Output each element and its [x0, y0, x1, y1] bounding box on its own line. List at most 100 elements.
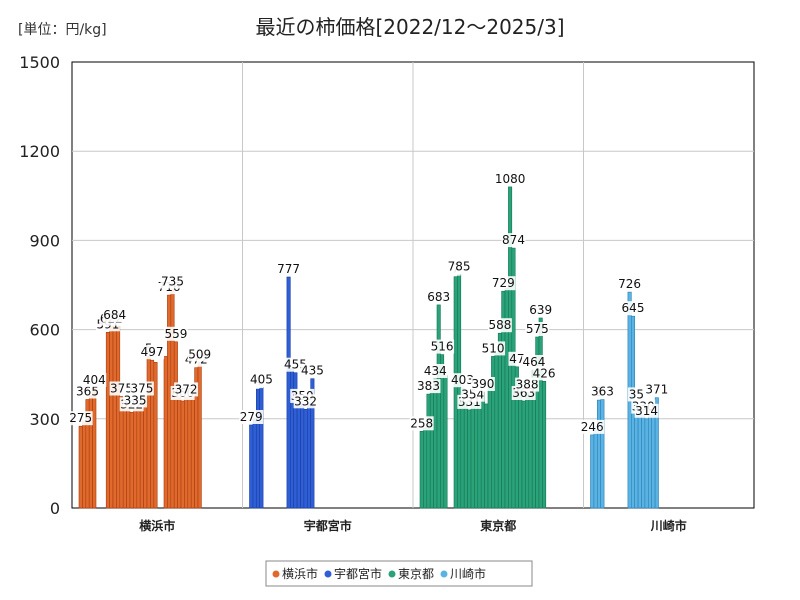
- data-label-bg: [426, 289, 451, 304]
- bar: [477, 394, 482, 509]
- bar: [109, 326, 114, 509]
- bar: [528, 394, 533, 509]
- data-label: 246: [581, 420, 604, 434]
- bar: [187, 397, 192, 509]
- data-label: 371: [645, 383, 668, 397]
- data-label: 363: [591, 385, 614, 399]
- data-label: 559: [164, 327, 187, 341]
- bar: [423, 427, 428, 509]
- data-label-bg: [621, 301, 645, 316]
- bar: [180, 400, 185, 509]
- data-label: 785: [448, 260, 471, 274]
- bar: [122, 404, 127, 509]
- legend-label: 宇都宮市: [334, 566, 382, 581]
- data-label: 729: [492, 276, 515, 290]
- data-label-bg: [109, 381, 134, 396]
- data-label-bg: [491, 276, 516, 291]
- bar: [163, 356, 168, 509]
- bar: [593, 428, 598, 509]
- bar: [419, 430, 424, 509]
- data-label: 510: [482, 341, 505, 355]
- bar: [310, 378, 315, 509]
- bar: [538, 317, 543, 509]
- data-label-bg: [430, 339, 455, 354]
- data-label-bg: [163, 326, 188, 341]
- legend-swatch: [324, 570, 332, 578]
- data-label: 405: [250, 373, 273, 387]
- data-label-bg: [300, 363, 325, 378]
- bar: [300, 403, 305, 509]
- bar: [497, 332, 502, 509]
- bar: [525, 392, 530, 509]
- data-label: 35: [629, 387, 644, 401]
- data-label-bg: [447, 259, 472, 274]
- y-tick-label: 600: [29, 321, 60, 340]
- data-label: 314: [635, 404, 658, 418]
- bar: [644, 418, 649, 509]
- data-label-bg: [494, 171, 526, 186]
- bar: [92, 387, 97, 509]
- data-label-bg: [75, 384, 100, 399]
- data-label: 275: [69, 411, 92, 425]
- data-label-bg: [450, 373, 475, 388]
- data-label-bg: [409, 416, 434, 431]
- x-tick-label: 横浜市: [139, 518, 175, 533]
- data-label: 509: [188, 347, 211, 361]
- data-label: 434: [424, 364, 447, 378]
- bar: [153, 361, 158, 509]
- data-label: 335: [124, 393, 147, 407]
- legend-swatch: [440, 570, 448, 578]
- bar: [112, 322, 117, 509]
- data-label-bg: [160, 274, 185, 289]
- data-label: 47: [509, 352, 524, 366]
- legend-box: [265, 560, 533, 587]
- bar: [494, 353, 499, 509]
- bar: [255, 388, 260, 509]
- bar: [249, 424, 254, 509]
- data-label: 372: [175, 382, 198, 396]
- bar: [654, 397, 659, 509]
- data-label: 777: [277, 262, 300, 276]
- data-label: 426: [533, 366, 556, 380]
- bar: [590, 434, 595, 509]
- bar: [470, 402, 475, 509]
- bar: [542, 380, 547, 509]
- data-label: 258: [410, 416, 433, 430]
- data-label-bg: [528, 303, 553, 317]
- data-label-bg: [617, 277, 642, 292]
- data-label: 726: [618, 277, 641, 291]
- bar: [190, 394, 195, 509]
- bar: [136, 403, 141, 509]
- data-label: 464: [522, 355, 545, 369]
- data-labels: 2753654045916226843753223353755497716735…: [68, 171, 669, 434]
- data-label-bg: [276, 262, 301, 276]
- data-label: 354: [461, 388, 484, 402]
- data-label-bg: [129, 381, 154, 396]
- bar: [426, 393, 431, 509]
- bar: [252, 418, 257, 509]
- bar: [296, 403, 301, 509]
- data-label: 645: [622, 301, 645, 315]
- bar: [487, 382, 492, 509]
- data-label: 874: [502, 233, 525, 247]
- bar: [129, 411, 134, 509]
- bar: [126, 405, 131, 509]
- unit-label: [単位：円/kg]: [18, 22, 107, 38]
- bar: [596, 399, 601, 509]
- data-label-bg: [515, 377, 540, 392]
- legend-label: 東京都: [398, 567, 434, 581]
- y-tick-label: 1500: [19, 53, 60, 72]
- bar: [433, 378, 438, 509]
- data-label-bg: [627, 387, 645, 402]
- legend-label: 横浜市: [282, 566, 318, 581]
- data-label: 390: [471, 377, 494, 391]
- bar: [484, 403, 489, 509]
- legend-label: 川崎市: [450, 566, 486, 581]
- data-label-bg: [123, 393, 148, 408]
- data-label: 497: [141, 345, 164, 359]
- data-label: 1080: [495, 172, 526, 186]
- data-label-bg: [634, 403, 659, 418]
- data-label-bg: [249, 372, 274, 387]
- data-label-bg: [239, 410, 264, 424]
